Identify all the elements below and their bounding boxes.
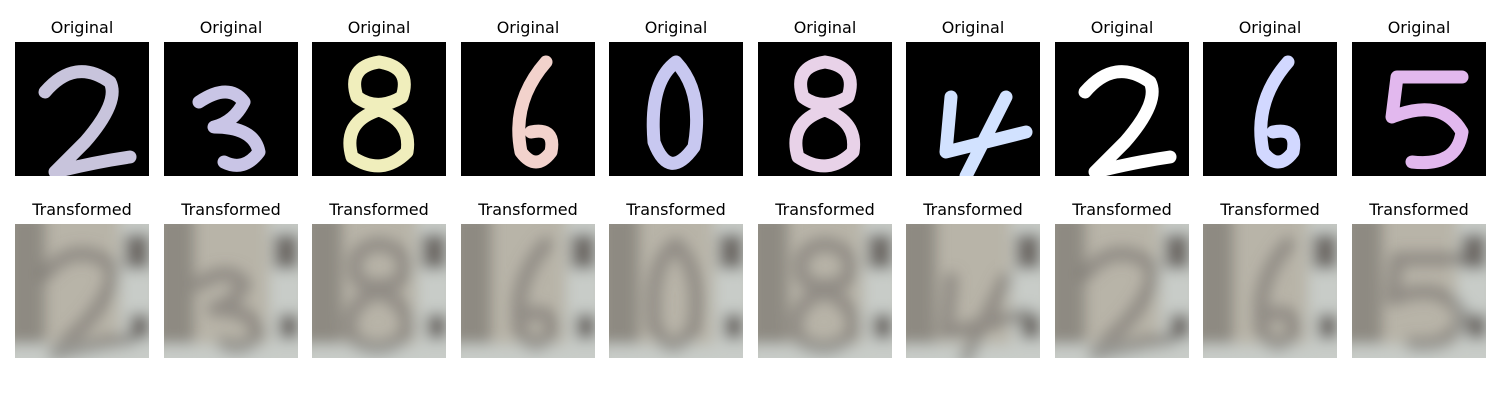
transformed-image [312,224,446,358]
transformed-title: Transformed [775,200,875,219]
transformed-title: Transformed [923,200,1023,219]
transformed-texture [312,224,446,358]
transformed-title: Transformed [1369,200,1469,219]
digit-2-image [15,42,149,176]
transformed-texture [1352,224,1486,358]
original-digit-image [15,42,149,176]
transformed-image [164,224,298,358]
original-title: Original [644,18,708,37]
transformed-title: Transformed [329,200,429,219]
digit-8-image [758,42,892,176]
original-title: Original [793,18,857,37]
digit-4-image [906,42,1040,176]
transformed-image [758,224,892,358]
digit-8-image [312,42,446,176]
original-digit-image [312,42,446,176]
original-title: Original [496,18,560,37]
digit-2-image [1055,42,1189,176]
transformed-title: Transformed [1072,200,1172,219]
original-digit-image [461,42,595,176]
transformed-image [609,224,743,358]
transformed-texture [1203,224,1337,358]
transformed-texture [164,224,298,358]
transformed-image [15,224,149,358]
original-digit-image [1203,42,1337,176]
original-digit-image [1055,42,1189,176]
digit-5-image [1352,42,1486,176]
transformed-texture [461,224,595,358]
original-title: Original [50,18,114,37]
original-title: Original [941,18,1005,37]
transformed-title: Transformed [181,200,281,219]
transformed-title: Transformed [478,200,578,219]
original-title: Original [1238,18,1302,37]
digit-0-image [609,42,743,176]
original-title: Original [199,18,263,37]
transformed-image [1352,224,1486,358]
transformed-title: Transformed [32,200,132,219]
transformed-image [1055,224,1189,358]
original-digit-image [164,42,298,176]
digit-3-image [164,42,298,176]
transformed-texture [609,224,743,358]
original-digit-image [906,42,1040,176]
original-digit-image [758,42,892,176]
transformed-image [1203,224,1337,358]
original-title: Original [1387,18,1451,37]
transformed-title: Transformed [626,200,726,219]
transformed-texture [1055,224,1189,358]
digit-6-image [461,42,595,176]
transformed-texture [15,224,149,358]
transformed-title: Transformed [1220,200,1320,219]
transformed-image [461,224,595,358]
original-title: Original [347,18,411,37]
transformed-image [906,224,1040,358]
transformed-texture [758,224,892,358]
original-digit-image [609,42,743,176]
original-title: Original [1090,18,1154,37]
digit-6-image [1203,42,1337,176]
original-digit-image [1352,42,1486,176]
transformed-texture [906,224,1040,358]
